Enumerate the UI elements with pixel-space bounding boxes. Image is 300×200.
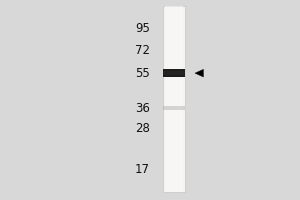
- Text: 28: 28: [135, 122, 150, 135]
- Bar: [164, 71, 184, 75]
- Bar: [164, 106, 184, 110]
- Bar: [164, 69, 184, 77]
- Polygon shape: [195, 69, 203, 77]
- Text: 95: 95: [135, 22, 150, 35]
- Text: 36: 36: [135, 102, 150, 115]
- Bar: [165, 6, 183, 192]
- Text: 55: 55: [135, 67, 150, 80]
- Bar: [164, 6, 184, 192]
- Text: 17: 17: [135, 163, 150, 176]
- Text: 72: 72: [135, 44, 150, 57]
